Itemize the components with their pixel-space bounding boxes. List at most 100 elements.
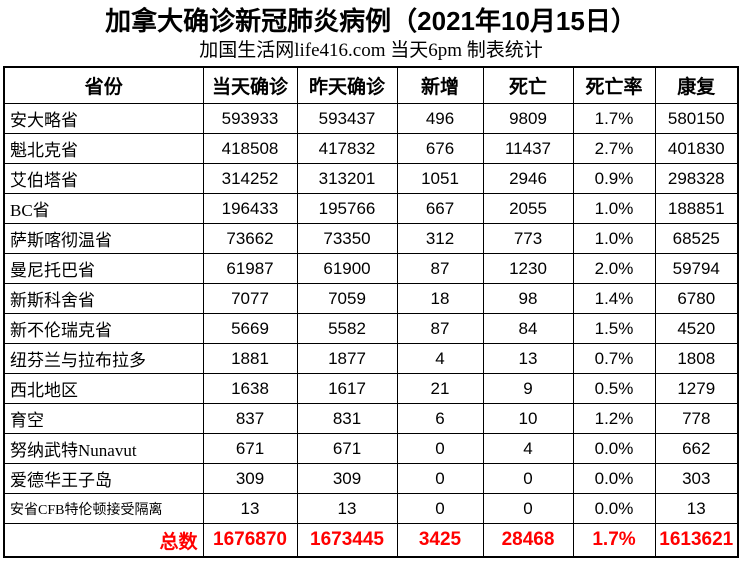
value-cell: 312: [396, 223, 484, 254]
total-value: 1673445: [296, 523, 398, 558]
value-cell: 9809: [482, 103, 574, 134]
value-cell: 0: [396, 493, 484, 524]
total-value: 28468: [482, 523, 574, 558]
value-cell: 309: [296, 463, 398, 494]
value-cell: 196433: [202, 193, 298, 224]
value-cell: 87: [396, 313, 484, 344]
value-cell: 1617: [296, 373, 398, 404]
province-name: 艾伯塔省: [3, 163, 204, 194]
table-row: 安大略省 593933 593437 496 9809 1.7% 580150: [3, 103, 739, 134]
total-value: 3425: [396, 523, 484, 558]
table-row: 安省CFB特伦顿接受隔离 13 13 0 0 0.0% 13: [3, 493, 739, 524]
value-cell: 0.5%: [572, 373, 656, 404]
table-row: 魁北克省 418508 417832 676 11437 2.7% 401830: [3, 133, 739, 164]
value-cell: 21: [396, 373, 484, 404]
value-cell: 0.0%: [572, 433, 656, 464]
value-cell: 313201: [296, 163, 398, 194]
value-cell: 580150: [654, 103, 739, 134]
value-cell: 0.9%: [572, 163, 656, 194]
page-title: 加拿大确诊新冠肺炎病例（2021年10月15日）: [105, 6, 637, 36]
value-cell: 84: [482, 313, 574, 344]
value-cell: 1877: [296, 343, 398, 374]
province-name: 安大略省: [3, 103, 204, 134]
value-cell: 1.0%: [572, 223, 656, 254]
value-cell: 195766: [296, 193, 398, 224]
table-row: 爱德华王子岛 309 309 0 0 0.0% 303: [3, 463, 739, 494]
province-name: 新斯科舍省: [3, 283, 204, 314]
table-header-row: 省份 当天确诊 昨天确诊 新增 死亡 死亡率 康复: [3, 66, 739, 104]
table-row: 新斯科舍省 7077 7059 18 98 1.4% 6780: [3, 283, 739, 314]
table-row: 育空 837 831 6 10 1.2% 778: [3, 403, 739, 434]
value-cell: 1.0%: [572, 193, 656, 224]
value-cell: 1.2%: [572, 403, 656, 434]
table-row: 曼尼托巴省 61987 61900 87 1230 2.0% 59794: [3, 253, 739, 284]
source-subtitle: 加国生活网life416.com 当天6pm 制表统计: [199, 40, 543, 61]
value-cell: 98: [482, 283, 574, 314]
table-row: 努纳武特Nunavut 671 671 0 4 0.0% 662: [3, 433, 739, 464]
value-cell: 73662: [202, 223, 298, 254]
value-cell: 837: [202, 403, 298, 434]
column-header: 昨天确诊: [296, 66, 398, 104]
value-cell: 671: [296, 433, 398, 464]
value-cell: 1808: [654, 343, 739, 374]
value-cell: 0: [396, 433, 484, 464]
value-cell: 13: [296, 493, 398, 524]
value-cell: 10: [482, 403, 574, 434]
value-cell: 1638: [202, 373, 298, 404]
table-row: 新不伦瑞克省 5669 5582 87 84 1.5% 4520: [3, 313, 739, 344]
total-value: 1676870: [202, 523, 298, 558]
value-cell: 2.7%: [572, 133, 656, 164]
value-cell: 18: [396, 283, 484, 314]
total-label: 总数: [3, 523, 204, 558]
table-row: 纽芬兰与拉布拉多 1881 1877 4 13 0.7% 1808: [3, 343, 739, 374]
value-cell: 303: [654, 463, 739, 494]
province-name: 西北地区: [3, 373, 204, 404]
value-cell: 1.7%: [572, 103, 656, 134]
total-value: 1.7%: [572, 523, 656, 558]
value-cell: 61900: [296, 253, 398, 284]
value-cell: 401830: [654, 133, 739, 164]
value-cell: 593437: [296, 103, 398, 134]
value-cell: 0.0%: [572, 493, 656, 524]
table-row: BC省 196433 195766 667 2055 1.0% 188851: [3, 193, 739, 224]
value-cell: 0.7%: [572, 343, 656, 374]
value-cell: 7059: [296, 283, 398, 314]
value-cell: 13: [202, 493, 298, 524]
value-cell: 5582: [296, 313, 398, 344]
value-cell: 2946: [482, 163, 574, 194]
value-cell: 188851: [654, 193, 739, 224]
value-cell: 2055: [482, 193, 574, 224]
value-cell: 4520: [654, 313, 739, 344]
province-name: 爱德华王子岛: [3, 463, 204, 494]
province-name: 安省CFB特伦顿接受隔离: [3, 493, 204, 524]
value-cell: 68525: [654, 223, 739, 254]
column-header: 当天确诊: [202, 66, 298, 104]
value-cell: 87: [396, 253, 484, 284]
province-name: 魁北克省: [3, 133, 204, 164]
value-cell: 778: [654, 403, 739, 434]
value-cell: 11437: [482, 133, 574, 164]
value-cell: 496: [396, 103, 484, 134]
value-cell: 298328: [654, 163, 739, 194]
value-cell: 6: [396, 403, 484, 434]
value-cell: 667: [396, 193, 484, 224]
table-row: 西北地区 1638 1617 21 9 0.5% 1279: [3, 373, 739, 404]
value-cell: 593933: [202, 103, 298, 134]
value-cell: 13: [482, 343, 574, 374]
value-cell: 1.5%: [572, 313, 656, 344]
value-cell: 61987: [202, 253, 298, 284]
column-header: 死亡: [482, 66, 574, 104]
value-cell: 1051: [396, 163, 484, 194]
value-cell: 1230: [482, 253, 574, 284]
value-cell: 309: [202, 463, 298, 494]
value-cell: 0: [482, 493, 574, 524]
value-cell: 0.0%: [572, 463, 656, 494]
value-cell: 831: [296, 403, 398, 434]
table-body: 安大略省 593933 593437 496 9809 1.7% 580150 魁北克省 418…: [3, 103, 739, 524]
province-name: 曼尼托巴省: [3, 253, 204, 284]
value-cell: 671: [202, 433, 298, 464]
column-header: 康复: [654, 66, 739, 104]
province-name: 萨斯喀彻温省: [3, 223, 204, 254]
province-name: 纽芬兰与拉布拉多: [3, 343, 204, 374]
value-cell: 1.4%: [572, 283, 656, 314]
